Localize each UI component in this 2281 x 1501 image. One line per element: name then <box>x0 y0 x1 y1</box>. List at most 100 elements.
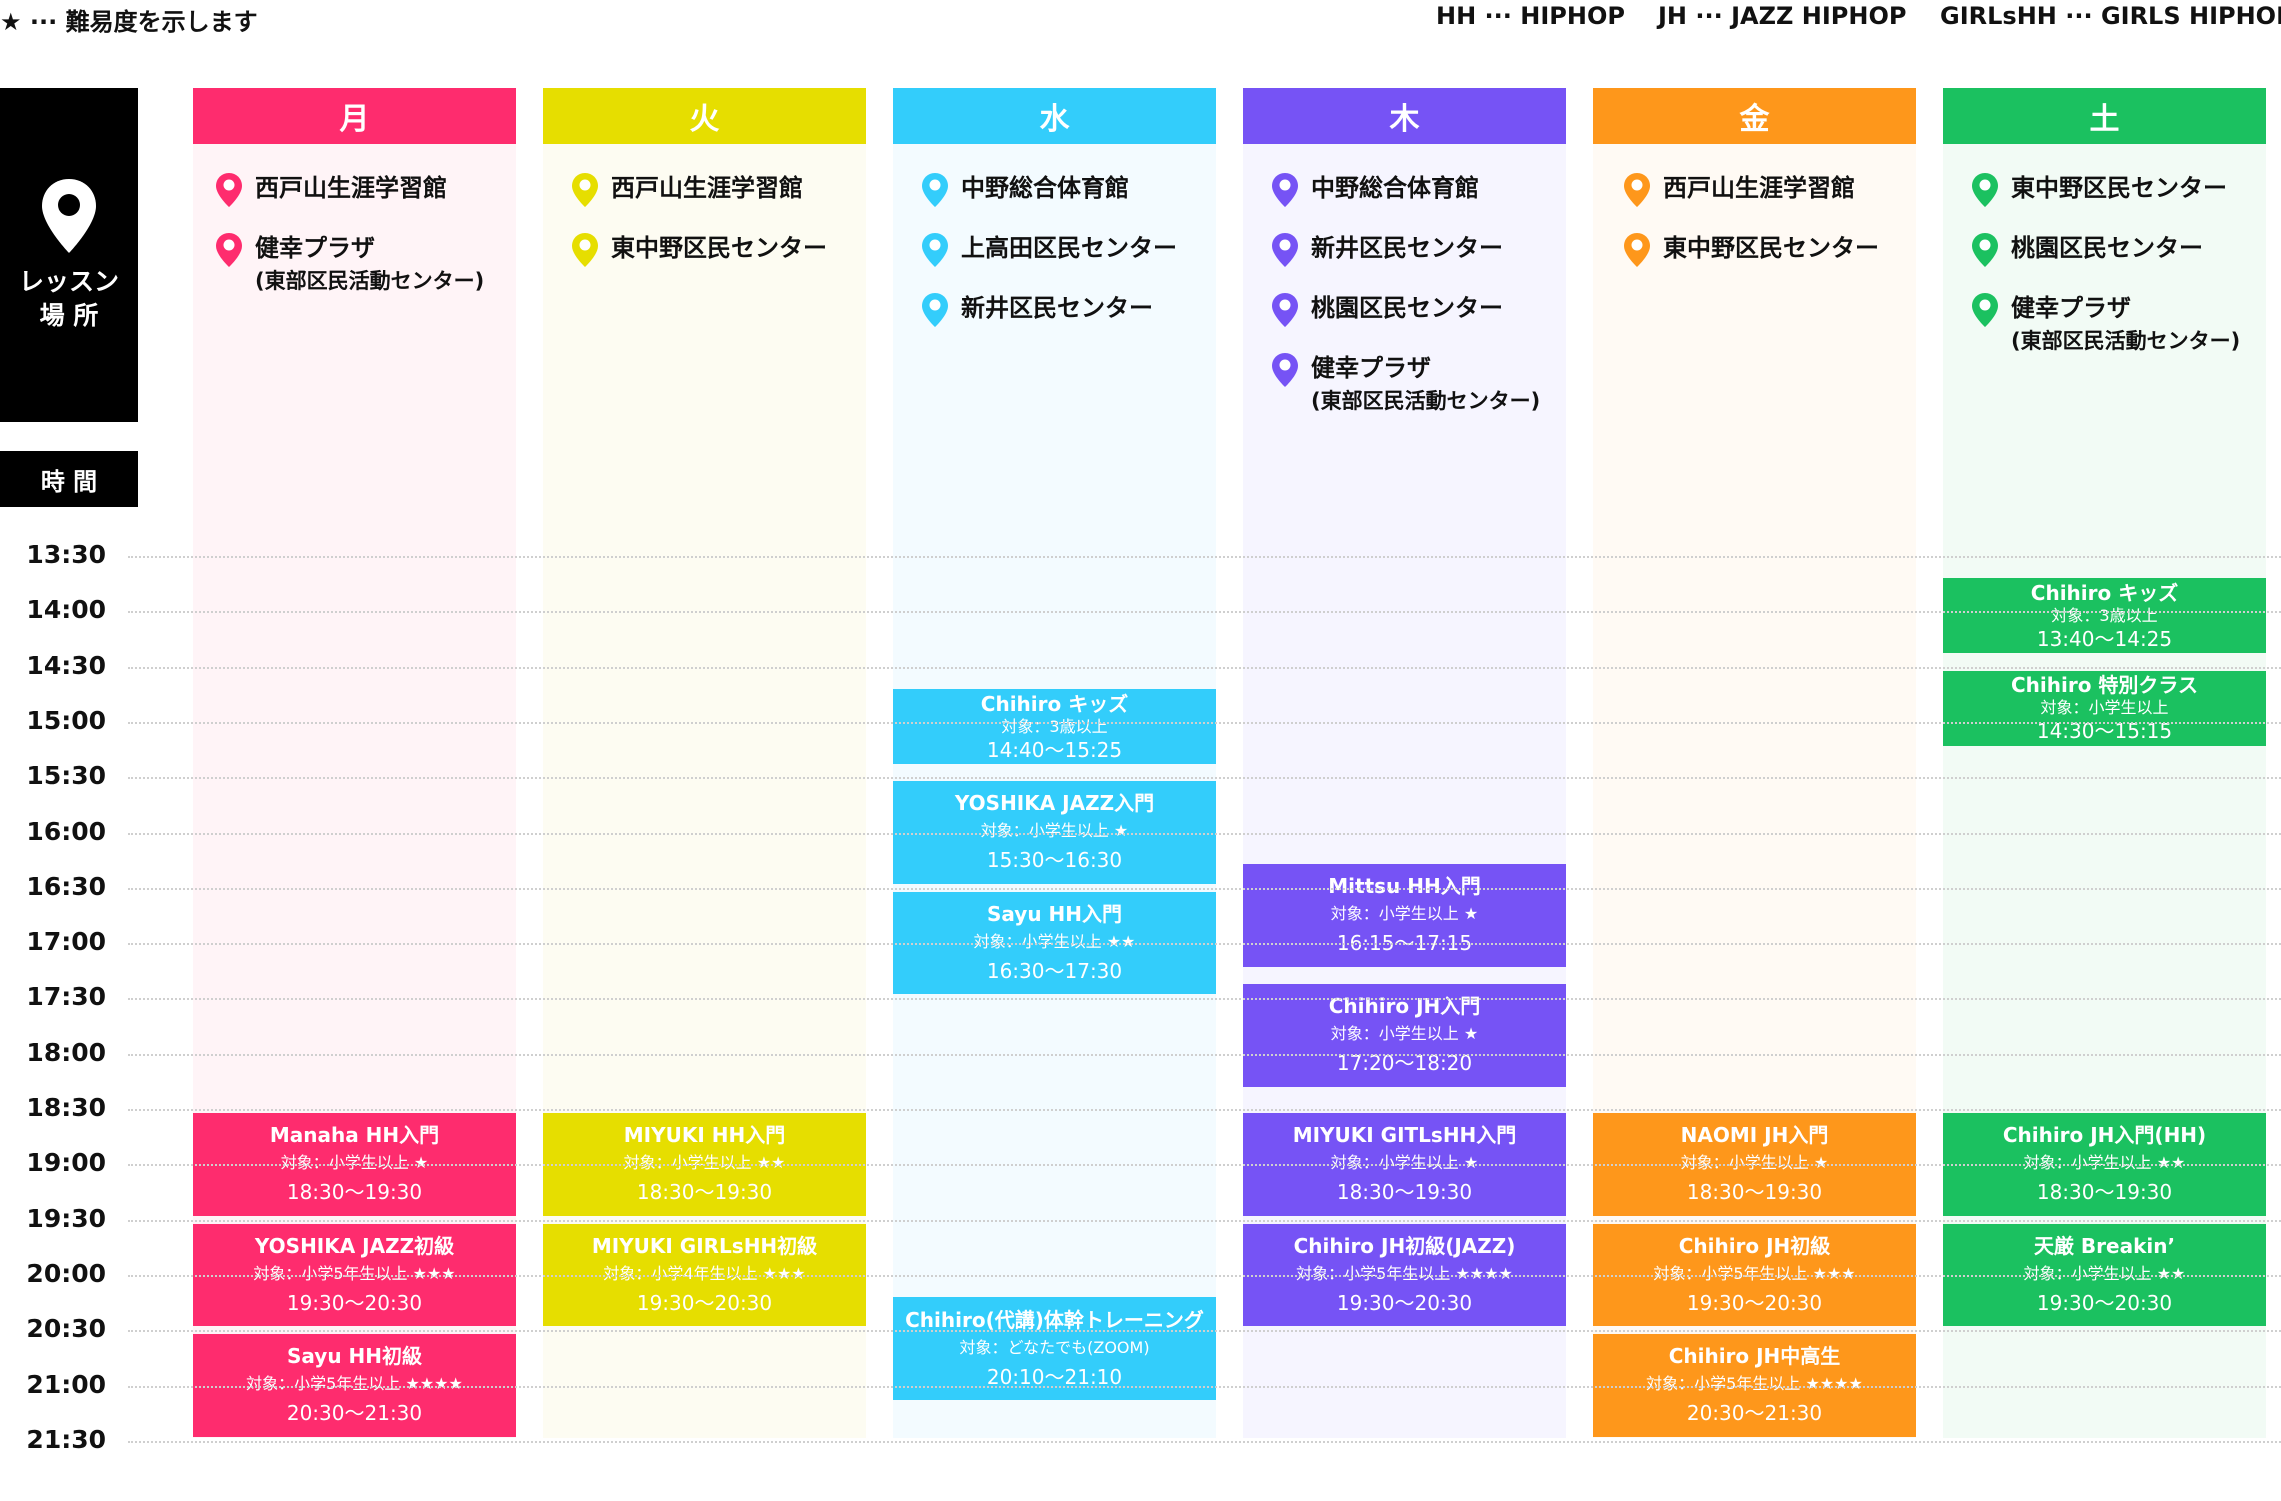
location-pin-icon <box>1272 173 1298 207</box>
venue-text: 桃園区民センター <box>1311 292 1503 324</box>
class-name: MIYUKI GIRLsHH初級 <box>591 1233 818 1258</box>
class-name: Mittsu HH入門 <box>1328 874 1481 899</box>
class-name: 天厳 Breakin’ <box>2033 1233 2176 1258</box>
venue-name: 上高田区民センター <box>961 234 1177 262</box>
venue-list: 西戸山生涯学習館 東中野区民センター <box>543 172 866 292</box>
class-block[interactable]: Chihiro(代講)体幹トレーニング 対象：どなたでも(ZOOM) 20:10〜2… <box>893 1297 1216 1400</box>
class-target: 対象：小学生以上 ★★ <box>2023 1153 2186 1173</box>
class-block[interactable]: Chihiro JH入門 対象：小学生以上 ★ 17:20〜18:20 <box>1243 983 1566 1087</box>
time-label: 15:30 <box>26 761 106 791</box>
location-pin-icon <box>1972 293 1998 327</box>
venue-item: 桃園区民センター <box>1943 232 2266 292</box>
legend-key: HH <box>1436 2 1477 30</box>
time-label: 16:30 <box>26 871 106 901</box>
venue-text: 新井区民センター <box>1311 232 1503 264</box>
legend-key: GIRLsHH <box>1940 2 2057 30</box>
time-label: 18:30 <box>26 1093 106 1122</box>
venue-name: 西戸山生涯学習館 <box>611 174 803 202</box>
venue-subname: (東部区民活動センター) <box>255 269 485 293</box>
location-pin-icon <box>1624 173 1650 207</box>
class-target: 対象：小学5年生以上 ★★★★ <box>1646 1374 1863 1394</box>
legend-hh: HH ··· HIPHOP <box>1436 2 1625 30</box>
venue-name: 西戸山生涯学習館 <box>255 174 447 202</box>
venue-subname: (東部区民活動センター) <box>2011 329 2241 353</box>
time-gridline <box>128 777 2281 780</box>
time-label: 17:00 <box>26 927 106 957</box>
location-pin-icon <box>922 173 948 207</box>
venue-subname: (東部区民活動センター) <box>1311 389 1541 413</box>
time-label: 13:30 <box>26 540 106 569</box>
venue-item: 東中野区民センター <box>543 232 866 292</box>
time-label: 21:30 <box>26 1424 106 1454</box>
class-time: 15:30〜16:30 <box>986 848 1123 873</box>
venue-item: 中野総合体育館 <box>893 172 1216 232</box>
time-gridline <box>128 1440 2281 1443</box>
venue-name: 桃園区民センター <box>1311 294 1503 322</box>
time-label: 14:00 <box>26 595 106 625</box>
location-pin-icon <box>216 233 242 267</box>
difficulty-legend: ★ ··· 難易度を示します <box>0 8 258 36</box>
day-header: 金 <box>1593 88 1916 144</box>
class-target: 対象：小学生以上 ★ <box>280 1153 429 1173</box>
venue-item: 東中野区民センター <box>1593 232 1916 292</box>
time-label: 14:30 <box>26 650 106 680</box>
time-gridline <box>128 1330 2281 1333</box>
location-pin-icon <box>922 233 948 267</box>
time-gridline <box>128 1385 2281 1388</box>
class-target: 対象：小学生以上 ★ <box>1330 1024 1479 1044</box>
class-block[interactable]: Chihiro JH中高生 対象：小学5年生以上 ★★★★ 20:30〜21:30 <box>1593 1334 1916 1437</box>
class-block[interactable]: Chihiro キッズ 対象：3歳以上 14:40〜15:25 <box>893 689 1216 764</box>
venue-text: 東中野区民センター <box>1663 232 1879 264</box>
class-name: Sayu HH入門 <box>987 902 1122 927</box>
class-name: YOSHIKA JAZZ初級 <box>254 1233 455 1258</box>
class-block[interactable]: Chihiro キッズ 対象：3歳以上 13:40〜14:25 <box>1943 578 2266 654</box>
time-gridline <box>128 832 2281 835</box>
location-pin-icon <box>1972 173 1998 207</box>
class-target: 対象：3歳以上 <box>2051 605 2158 625</box>
time-label: 20:00 <box>26 1258 106 1288</box>
time-label: 17:30 <box>26 982 106 1012</box>
class-time: 19:30〜20:30 <box>1336 1290 1473 1315</box>
venue-name: 中野総合体育館 <box>961 174 1129 202</box>
venue-name: 健幸プラザ <box>255 234 375 262</box>
class-target: 対象：小学5年生以上 ★★★★ <box>1296 1263 1513 1283</box>
day-header: 木 <box>1243 88 1566 144</box>
class-target: 対象：小学生以上 <box>2040 698 2169 718</box>
time-gridline <box>128 556 2281 558</box>
class-block[interactable]: Sayu HH初級 対象：小学5年生以上 ★★★★ 20:30〜21:30 <box>193 1334 516 1437</box>
class-target: 対象：小学生以上 ★ <box>1330 1153 1479 1173</box>
venue-name: 東中野区民センター <box>611 234 827 262</box>
time-gridline <box>128 887 2281 890</box>
class-name: Chihiro JH入門 <box>1328 994 1481 1019</box>
class-time: 19:30〜20:30 <box>286 1290 423 1315</box>
legend-value: JAZZ HIPHOP <box>1731 2 1907 30</box>
venue-item: 桃園区民センター <box>1243 292 1566 352</box>
location-pin-icon <box>1272 293 1298 327</box>
class-target: 対象：小学5年生以上 ★★★★ <box>246 1374 463 1394</box>
day-header: 土 <box>1943 88 2266 144</box>
venue-item: 新井区民センター <box>1243 232 1566 292</box>
venue-list: 西戸山生涯学習館 健幸プラザ (東部区民活動センター) <box>193 172 516 352</box>
class-time: 18:30〜19:30 <box>636 1180 773 1205</box>
class-time: 19:30〜20:30 <box>1686 1290 1823 1315</box>
class-target: 対象：どなたでも(ZOOM) <box>959 1337 1150 1357</box>
class-time: 14:40〜15:25 <box>986 737 1123 762</box>
class-time: 18:30〜19:30 <box>2036 1180 2173 1205</box>
time-label: 19:30 <box>26 1203 106 1233</box>
place-label-line1: レッスン <box>18 267 119 296</box>
venue-text: 中野総合体育館 <box>961 172 1129 204</box>
class-block[interactable]: YOSHIKA JAZZ入門 対象：小学生以上 ★ 15:30〜16:30 <box>893 781 1216 884</box>
venue-item: 健幸プラザ (東部区民活動センター) <box>193 232 516 352</box>
venue-name: 新井区民センター <box>961 294 1153 322</box>
venue-text: 桃園区民センター <box>2011 232 2203 264</box>
class-block[interactable]: Chihiro 特別クラス 対象：小学生以上 14:30〜15:15 <box>1943 670 2266 746</box>
class-block[interactable]: Mittsu HH入門 対象：小学生以上 ★ 16:15〜17:15 <box>1243 864 1566 967</box>
location-pin-icon <box>1624 233 1650 267</box>
class-target: 対象：小学生以上 ★★ <box>2023 1263 2186 1283</box>
venue-list: 東中野区民センター 桃園区民センター 健幸プラザ (東部区民活動センター) <box>1943 172 2266 412</box>
class-name: Sayu HH初級 <box>287 1344 422 1369</box>
time-gridline <box>128 721 2281 724</box>
legend-value: HIPHOP <box>1520 2 1625 30</box>
location-pin-icon <box>1972 233 1998 267</box>
class-name: Chihiro キッズ <box>2030 580 2179 605</box>
